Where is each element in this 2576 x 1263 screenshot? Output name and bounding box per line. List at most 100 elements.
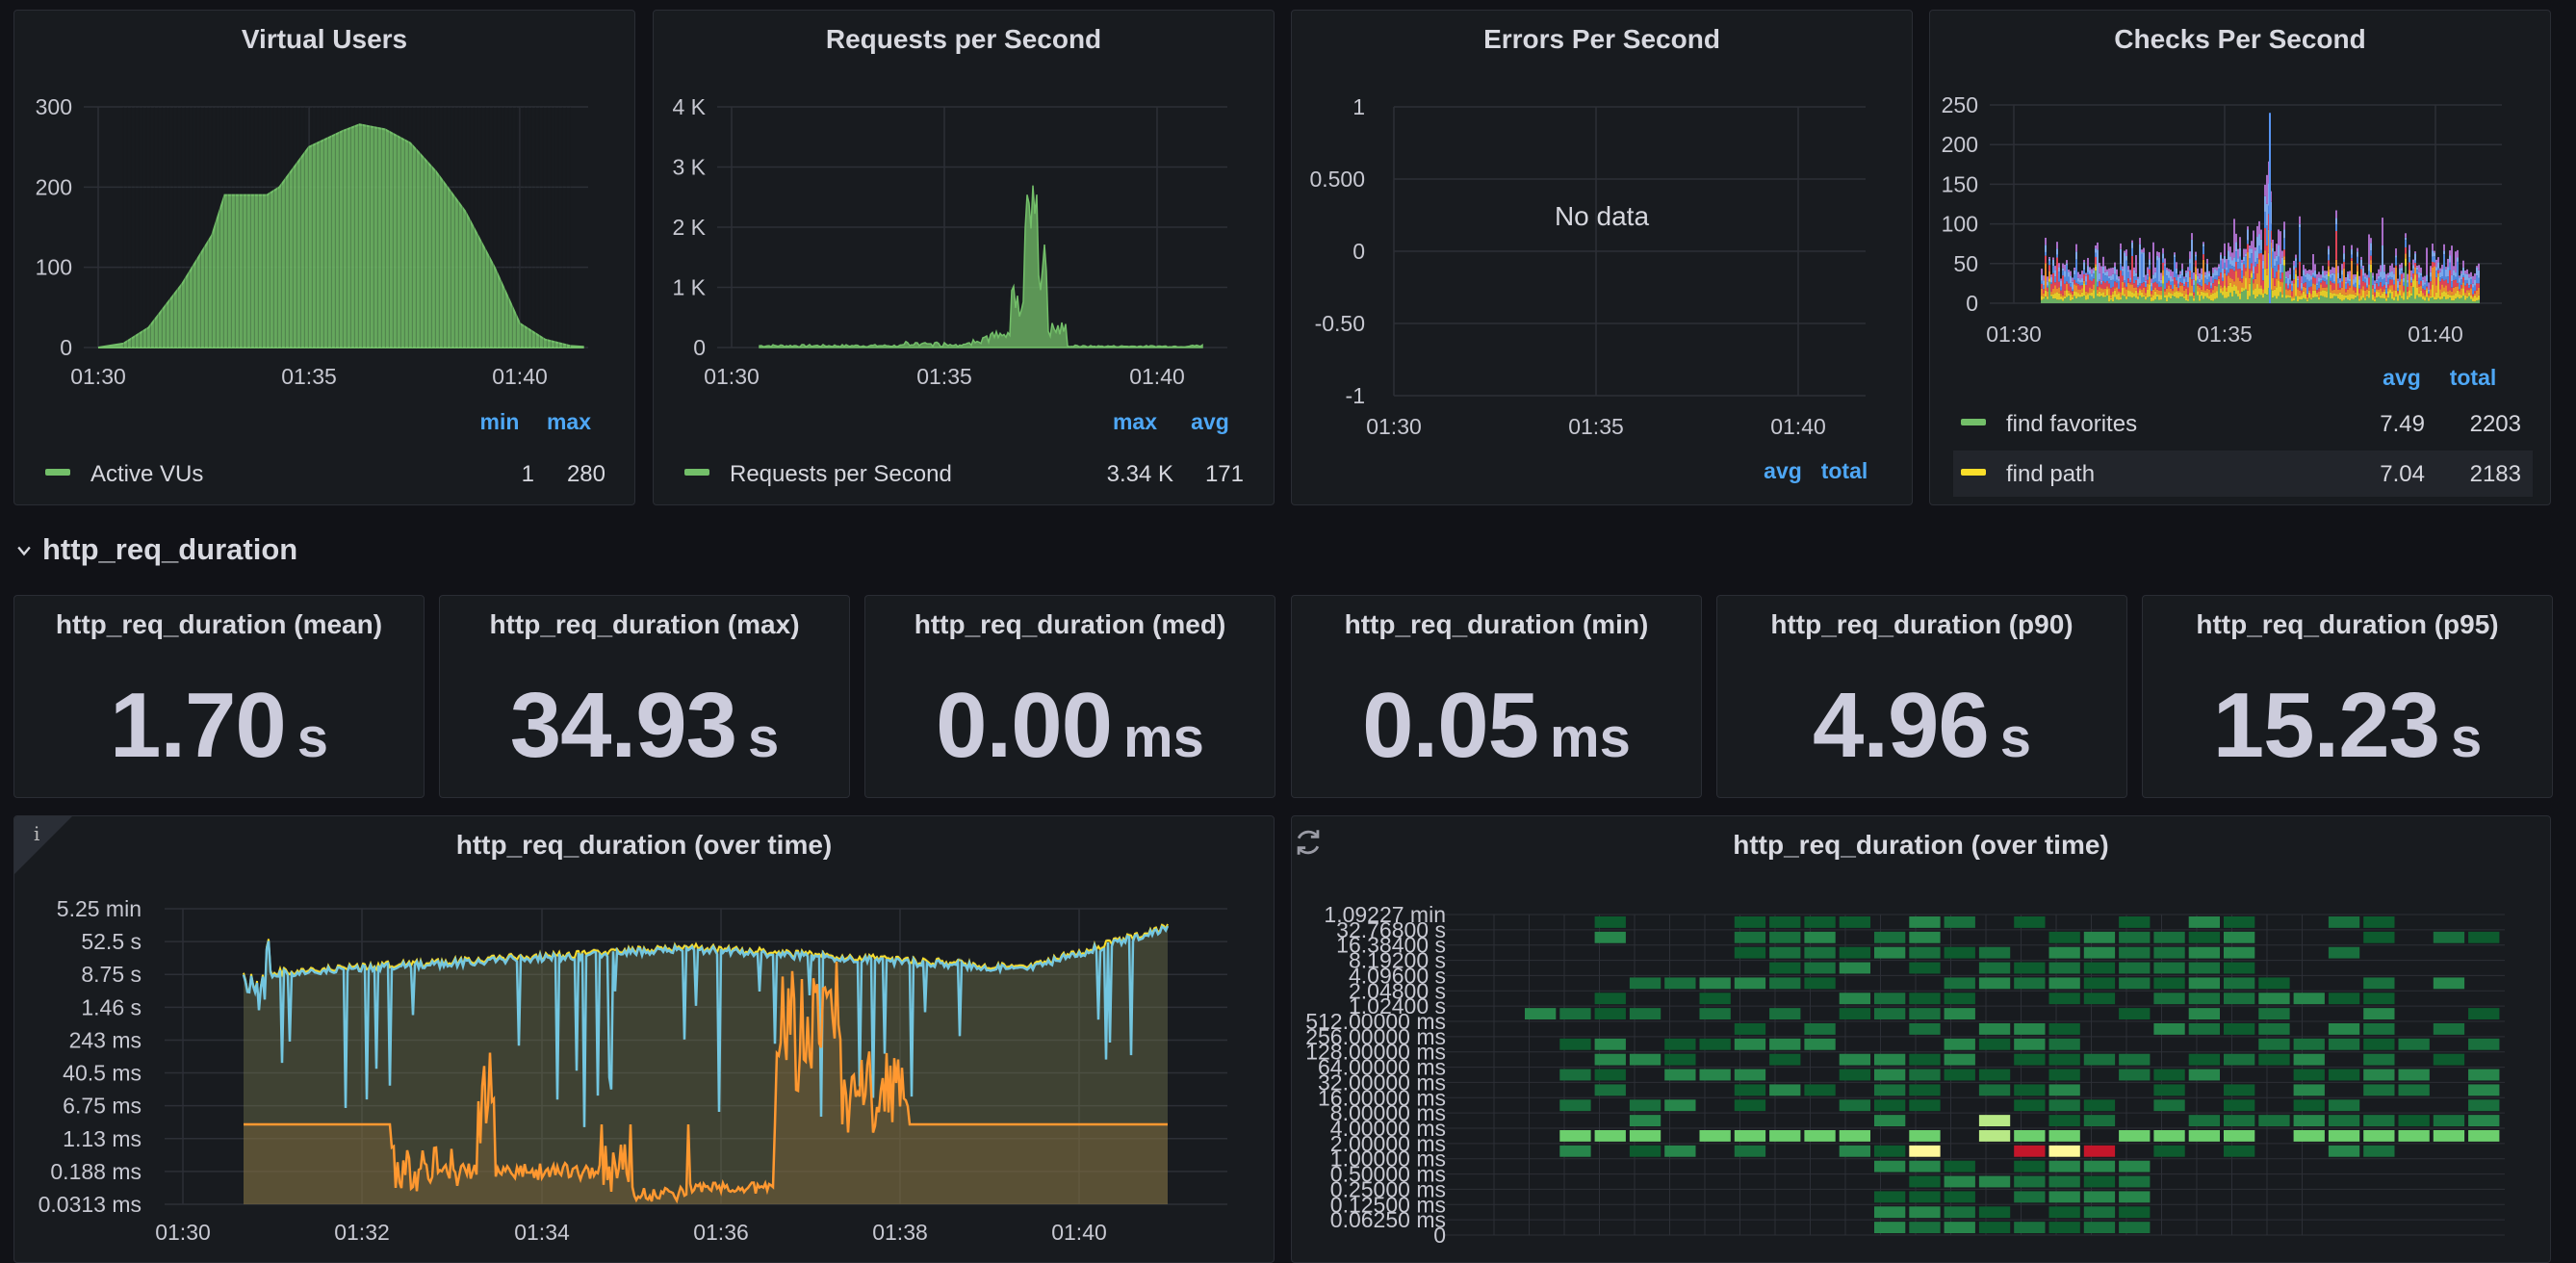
- requests-per-second-panel: Requests per Second 4 K 3 K 2 K 1 K 0 01:30 01…: [653, 10, 1275, 505]
- heatmap-cell: [1699, 1038, 1731, 1050]
- heatmap-cell: [1559, 1069, 1591, 1081]
- heatmap-cell: [2119, 1069, 2151, 1081]
- heatmap-cell: [1804, 1038, 1836, 1050]
- heatmap-cell: [1664, 1038, 1696, 1050]
- heatmap-cell: [1874, 1191, 1906, 1203]
- heatmap-cell: [1874, 1008, 1906, 1019]
- stat-panel: http_req_duration (med) 0.00 ms: [864, 595, 1275, 798]
- heatmap-cell: [1944, 946, 1975, 959]
- heatmap-cell: [2048, 1084, 2080, 1096]
- heatmap-cell: [2153, 1130, 2185, 1142]
- heatmap-cell: [1769, 1130, 1801, 1142]
- heatmap-cell: [2363, 1023, 2395, 1035]
- legend-header-total: total: [1821, 458, 1868, 483]
- y-tick-label: 300: [36, 94, 72, 119]
- y-tick-label: 64.00000 ms: [1318, 1055, 1446, 1080]
- heatmap-cell: [1559, 1008, 1591, 1019]
- heatmap-cell: [1594, 1084, 1626, 1096]
- heatmap-cell: [1909, 1008, 1941, 1019]
- stat-number: 4.96: [1812, 674, 1990, 777]
- heatmap-cell: [1944, 1069, 1975, 1081]
- heatmap-cell: [2293, 1038, 2325, 1050]
- y-tick-label: 1.02400 s: [1349, 993, 1446, 1018]
- heatmap-cell: [2468, 1115, 2500, 1126]
- heatmap-cell: [1978, 1023, 2011, 1035]
- heatmap-cell: [2328, 992, 2360, 1005]
- y-tick-label: 1.09227 min: [1324, 902, 1446, 927]
- x-tick-label: 01:30: [1986, 322, 2042, 347]
- heatmap-cell: [1699, 977, 1731, 990]
- requests-per-second-chart: 4 K 3 K 2 K 1 K 0 01:30 01:35 01:40 max avg Reques…: [672, 94, 1244, 487]
- heatmap-cell: [2014, 977, 2046, 990]
- legend-avg-value: 171: [1205, 461, 1244, 487]
- y-tick-label: 0.500: [1309, 167, 1365, 192]
- legend-total-value: 2183: [2470, 461, 2521, 487]
- heatmap-cell: [1734, 1145, 1766, 1157]
- heatmap-cell: [2468, 931, 2500, 943]
- heatmap-cell: [2224, 1130, 2255, 1142]
- heatmap-cell: [1804, 1130, 1836, 1142]
- info-icon[interactable]: i: [34, 822, 40, 845]
- requests-series: [759, 185, 1203, 348]
- heatmap-cell: [1734, 977, 1766, 990]
- heatmap-cell: [2363, 1008, 2395, 1019]
- x-tick-label: 01:30: [1366, 414, 1422, 439]
- legend-max-value: 280: [567, 461, 605, 487]
- heatmap-cell: [2014, 1023, 2046, 1035]
- stat-unit: s: [747, 707, 780, 769]
- y-tick-label: 200: [36, 174, 72, 199]
- y-tick-label: 0: [1352, 239, 1365, 264]
- heatmap-cell: [1804, 1084, 1836, 1096]
- heatmap-cell: [2014, 1130, 2046, 1142]
- heatmap-cell: [1978, 1038, 2011, 1050]
- refresh-icon[interactable]: [1292, 826, 1325, 859]
- stat-panel: http_req_duration (max) 34.93 s: [439, 595, 850, 798]
- heatmap-cell: [2398, 1130, 2430, 1142]
- heatmap-cell: [2048, 1145, 2080, 1157]
- heatmap-cell: [2433, 1115, 2465, 1126]
- heatmap-cell: [1944, 1175, 1975, 1188]
- heatmap-cell: [2293, 1069, 2325, 1081]
- heatmap-cell: [1664, 977, 1696, 990]
- heatmap-cell: [2224, 1084, 2255, 1096]
- y-tick-label: 8.75 s: [81, 962, 142, 987]
- legend-color-swatch: [1961, 419, 1986, 425]
- heatmap-cell: [2083, 1115, 2116, 1126]
- heatmap-cell: [2048, 1053, 2080, 1066]
- row-title[interactable]: http_req_duration: [42, 532, 298, 566]
- legend-max-value: 3.34 K: [1107, 461, 1173, 487]
- x-tick-label: 01:40: [492, 364, 548, 389]
- heatmap-cell: [2083, 931, 2116, 943]
- heatmap-cell: [2119, 1008, 2151, 1019]
- heatmap-cell: [2048, 1023, 2080, 1035]
- heatmap-cell: [2014, 1145, 2046, 1157]
- heatmap-cell: [1629, 1099, 1662, 1112]
- chevron-down-icon[interactable]: [17, 544, 31, 557]
- heatmap-cell: [2119, 1191, 2151, 1203]
- info-corner[interactable]: [14, 816, 72, 874]
- heatmap-cell: [1804, 977, 1836, 990]
- heatmap-cell: [1909, 1160, 1941, 1173]
- heatmap-cell: [2014, 1099, 2046, 1112]
- panel-title: Requests per Second: [825, 24, 1102, 54]
- heatmap-cell: [2328, 1115, 2360, 1126]
- y-tick-label: 8.19200 s: [1349, 948, 1446, 973]
- y-tick-label: 0: [1433, 1223, 1446, 1248]
- heatmap-cell: [1594, 1130, 1626, 1142]
- heatmap-cell: [2119, 1130, 2151, 1142]
- heatmap-cell: [2224, 1145, 2255, 1157]
- heatmap-cell: [1909, 1023, 1941, 1035]
- stat-unit: ms: [1550, 707, 1631, 769]
- heatmap-cell: [2014, 1175, 2046, 1188]
- stat-value: 4.96 s: [1717, 673, 2126, 779]
- heatmap-cell: [1839, 992, 1870, 1005]
- heatmap-cell: [2083, 1053, 2116, 1066]
- y-tick-label: 150: [1942, 171, 1978, 196]
- heatmap-cell: [2153, 946, 2185, 959]
- heatmap-cell: [1699, 1008, 1731, 1019]
- heatmap-cell: [2258, 1053, 2290, 1066]
- heatmap-cell: [1909, 962, 1941, 974]
- checks-per-second-chart: 250 200 150 100 50 0 01:30 01:35 01:40 avg total fi…: [1942, 92, 2533, 497]
- heatmap-cell: [2468, 1130, 2500, 1142]
- heatmap-cell: [1734, 1069, 1766, 1081]
